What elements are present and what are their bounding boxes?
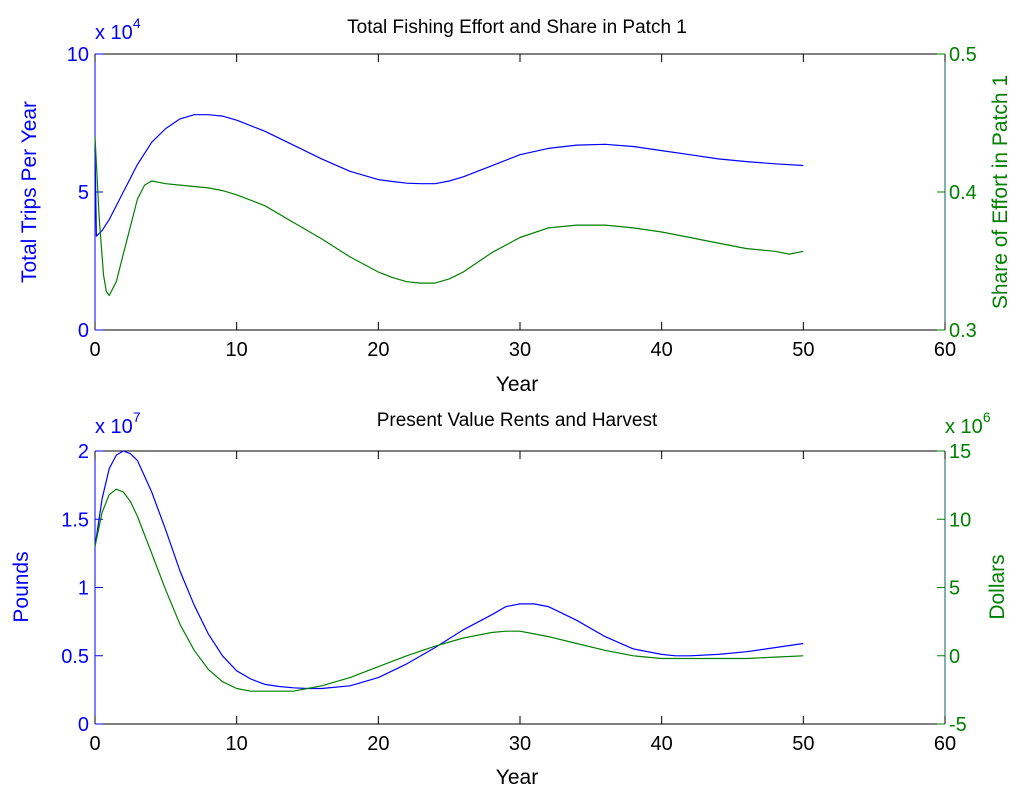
bottom-chart-right-axis-series-line <box>94 488 804 692</box>
bottom-chart-left-axis-multiplier: x 107 <box>95 409 141 438</box>
bottom-chart-left-y-tick-label: 0.5 <box>61 646 89 668</box>
top-chart-right-y-tick-label: 0.5 <box>949 44 977 66</box>
top-chart-right-y-tick-label: 0.4 <box>949 182 977 204</box>
bottom-chart-left-y-tick-label: 1 <box>78 578 89 600</box>
bottom-chart-left-y-tick-label: 1.5 <box>61 509 89 531</box>
bottom-chart-right-axis-multiplier: x 106 <box>945 409 991 438</box>
top-chart-left-y-tick-label: 0 <box>78 320 89 342</box>
top-chart-x-axis-label: Year <box>496 373 538 396</box>
top-chart-x-tick-label: 50 <box>792 339 814 361</box>
bottom-chart-x-tick-label: 40 <box>651 733 673 755</box>
bottom-chart-left-y-axis-label: Pounds <box>10 551 33 622</box>
top-chart-right-y-axis-label: Share of Effort in Patch 1 <box>989 75 1012 309</box>
top-chart-right-y-tick-label: 0.3 <box>949 320 977 342</box>
bottom-chart-x-tick-label: 30 <box>509 733 531 755</box>
top-chart-left-y-tick-label: 5 <box>78 182 89 204</box>
bottom-chart-left-axis-series-line <box>94 450 804 690</box>
top-chart-right-axis-series-line <box>94 136 804 297</box>
bottom-chart-right-y-axis-label: Dollars <box>986 554 1009 619</box>
top-chart-left-y-axis-label: Total Trips Per Year <box>18 101 41 283</box>
bottom-chart-right-y-tick-label: 0 <box>949 646 960 668</box>
bottom-chart-plot-area: 0 10 20 30 40 50 60 0 0.5 1 1.5 2 -5 0 5 10 15 <box>61 441 971 755</box>
bottom-chart-x-axis-label: Year <box>496 766 538 789</box>
bottom-chart-right-y-tick-label: -5 <box>949 714 967 736</box>
top-chart-x-tick-label: 30 <box>509 339 531 361</box>
bottom-chart-right-y-tick-label: 10 <box>949 509 971 531</box>
bottom-chart-right-y-tick-label: 15 <box>949 441 971 463</box>
top-chart-left-axis-multiplier: x 104 <box>95 15 141 44</box>
bottom-chart-x-tick-label: 0 <box>89 733 100 755</box>
top-chart-x-tick-label: 60 <box>934 339 956 361</box>
bottom-chart-x-tick-label: 20 <box>367 733 389 755</box>
bottom-chart-x-tick-label: 50 <box>792 733 814 755</box>
top-chart-x-tick-label: 10 <box>226 339 248 361</box>
top-chart-left-axis-series-line <box>94 114 804 237</box>
top-chart-x-tick-label: 40 <box>651 339 673 361</box>
top-chart-x-tick-label: 0 <box>89 339 100 361</box>
bottom-chart-left-y-tick-label: 0 <box>78 714 89 736</box>
bottom-chart-x-tick-label: 10 <box>226 733 248 755</box>
top-chart-title: Total Fishing Effort and Share in Patch … <box>347 17 687 38</box>
bottom-chart-title: Present Value Rents and Harvest <box>377 410 658 431</box>
bottom-chart-x-tick-label: 60 <box>934 733 956 755</box>
bottom-chart-left-y-tick-label: 2 <box>78 441 89 463</box>
top-chart-panel: Total Fishing Effort and Share in Patch … <box>18 15 1012 396</box>
top-chart-left-y-tick-label: 10 <box>67 44 89 66</box>
top-chart-x-tick-label: 20 <box>367 339 389 361</box>
top-chart-plot-area: 0 10 20 30 40 50 60 0 5 10 0.3 0.4 0.5 <box>67 44 977 361</box>
bottom-chart-right-y-tick-label: 5 <box>949 578 960 600</box>
bottom-chart-panel: Present Value Rents and Harvest 0 10 20 30 4… <box>10 409 1009 789</box>
